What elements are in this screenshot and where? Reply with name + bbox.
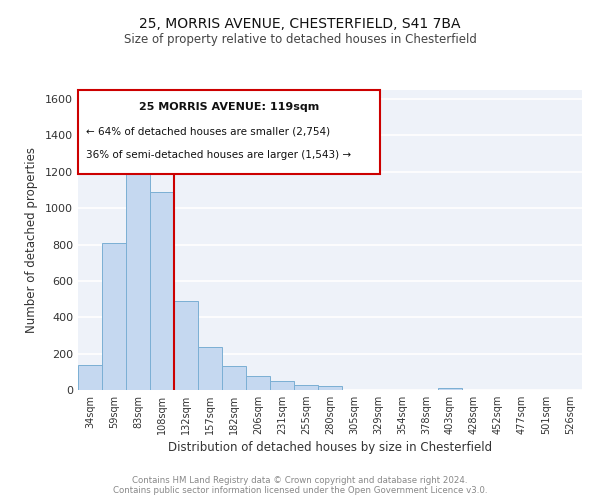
Y-axis label: Number of detached properties: Number of detached properties xyxy=(25,147,38,333)
FancyBboxPatch shape xyxy=(78,90,380,174)
Bar xyxy=(222,366,246,390)
Bar xyxy=(270,381,294,390)
Text: Contains public sector information licensed under the Open Government Licence v3: Contains public sector information licen… xyxy=(113,486,487,495)
Text: 25 MORRIS AVENUE: 119sqm: 25 MORRIS AVENUE: 119sqm xyxy=(139,102,319,112)
Bar xyxy=(174,301,198,390)
Bar xyxy=(438,388,462,390)
Text: Size of property relative to detached houses in Chesterfield: Size of property relative to detached ho… xyxy=(124,32,476,46)
Text: 25, MORRIS AVENUE, CHESTERFIELD, S41 7BA: 25, MORRIS AVENUE, CHESTERFIELD, S41 7BA xyxy=(139,18,461,32)
Bar xyxy=(294,384,318,390)
Bar xyxy=(318,386,342,390)
Bar xyxy=(126,156,150,390)
Text: Contains HM Land Registry data © Crown copyright and database right 2024.: Contains HM Land Registry data © Crown c… xyxy=(132,476,468,485)
Text: ← 64% of detached houses are smaller (2,754): ← 64% of detached houses are smaller (2,… xyxy=(86,126,329,136)
Bar xyxy=(102,242,126,390)
Bar xyxy=(78,364,102,390)
Bar xyxy=(198,348,222,390)
Bar xyxy=(246,376,270,390)
X-axis label: Distribution of detached houses by size in Chesterfield: Distribution of detached houses by size … xyxy=(168,442,492,454)
Text: 36% of semi-detached houses are larger (1,543) →: 36% of semi-detached houses are larger (… xyxy=(86,150,350,160)
Bar xyxy=(150,192,174,390)
